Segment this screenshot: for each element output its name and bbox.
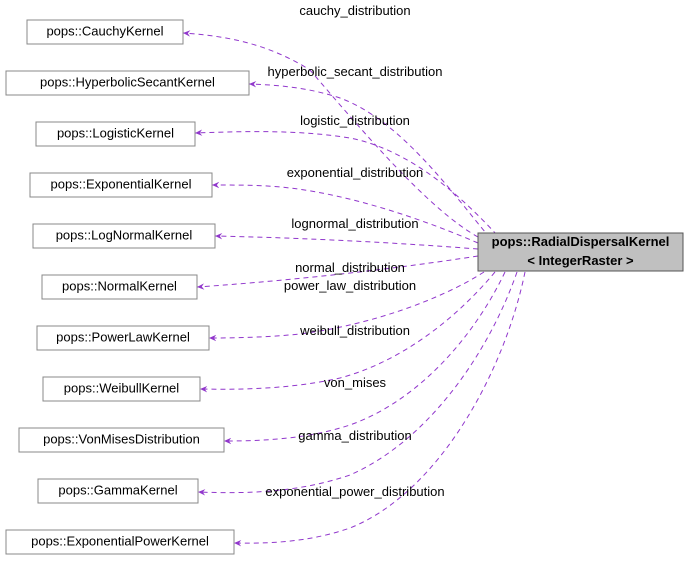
main-node-label-line-1: < IntegerRaster > bbox=[527, 253, 634, 268]
collaboration-diagram: cauchy_distribution hyperbolic_secant_dis… bbox=[0, 0, 691, 574]
node-lognormal[interactable]: pops::LogNormalKernel bbox=[33, 224, 215, 248]
node-label-normal: pops::NormalKernel bbox=[62, 278, 177, 293]
node-powerlaw[interactable]: pops::PowerLawKernel bbox=[37, 326, 209, 350]
edge-label-normal: normal_distribution bbox=[295, 260, 405, 275]
edge-exponential bbox=[212, 185, 478, 243]
edge-label-gamma: gamma_distribution bbox=[298, 428, 411, 443]
node-label-lognormal: pops::LogNormalKernel bbox=[56, 227, 193, 242]
node-cauchy[interactable]: pops::CauchyKernel bbox=[27, 20, 183, 44]
node-exponential[interactable]: pops::ExponentialKernel bbox=[30, 173, 212, 197]
node-label-logistic: pops::LogisticKernel bbox=[57, 125, 174, 140]
node-label-gamma: pops::GammaKernel bbox=[58, 482, 177, 497]
edge-label-lognormal: lognormal_distribution bbox=[291, 216, 418, 231]
node-label-exponential: pops::ExponentialKernel bbox=[51, 176, 192, 191]
node-label-weibull: pops::WeibullKernel bbox=[64, 380, 179, 395]
node-vonmises[interactable]: pops::VonMisesDistribution bbox=[19, 428, 224, 452]
edge-hyperbolic bbox=[249, 84, 490, 238]
node-logistic[interactable]: pops::LogisticKernel bbox=[36, 122, 195, 146]
edge-label-powerlaw: power_law_distribution bbox=[284, 278, 416, 293]
edge-exppower bbox=[234, 272, 525, 543]
node-label-cauchy: pops::CauchyKernel bbox=[46, 23, 163, 38]
node-label-exppower: pops::ExponentialPowerKernel bbox=[31, 533, 209, 548]
node-weibull[interactable]: pops::WeibullKernel bbox=[43, 377, 200, 401]
node-label-hyperbolic: pops::HyperbolicSecantKernel bbox=[40, 74, 215, 89]
node-gamma[interactable]: pops::GammaKernel bbox=[38, 479, 198, 503]
main-node[interactable]: pops::RadialDispersalKernel< IntegerRast… bbox=[478, 233, 683, 271]
edge-label-exppower: exponential_power_distribution bbox=[265, 484, 444, 499]
node-exppower[interactable]: pops::ExponentialPowerKernel bbox=[6, 530, 234, 554]
node-hyperbolic[interactable]: pops::HyperbolicSecantKernel bbox=[6, 71, 249, 95]
edge-label-exponential: exponential_distribution bbox=[287, 165, 424, 180]
edge-label-logistic: logistic_distribution bbox=[300, 113, 410, 128]
edge-label-cauchy: cauchy_distribution bbox=[299, 3, 410, 18]
main-node-label-line-0: pops::RadialDispersalKernel bbox=[492, 234, 670, 249]
edge-vonmises bbox=[224, 272, 505, 441]
node-label-vonmises: pops::VonMisesDistribution bbox=[43, 431, 200, 446]
node-normal[interactable]: pops::NormalKernel bbox=[42, 275, 197, 299]
edge-lognormal bbox=[215, 236, 478, 249]
node-label-powerlaw: pops::PowerLawKernel bbox=[56, 329, 190, 344]
edge-label-weibull: weibull_distribution bbox=[299, 323, 410, 338]
edge-label-vonmises: von_mises bbox=[324, 375, 387, 390]
edge-label-hyperbolic: hyperbolic_secant_distribution bbox=[268, 64, 443, 79]
